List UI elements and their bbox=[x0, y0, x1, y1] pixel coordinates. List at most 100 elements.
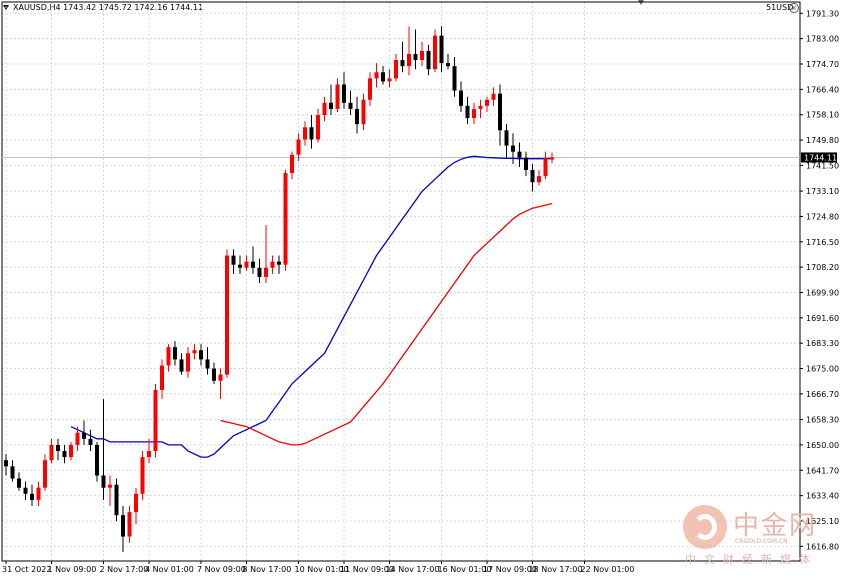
candle-body bbox=[368, 78, 372, 100]
x-tick-label: 14 Nov 17:00 bbox=[386, 565, 440, 574]
candle-body bbox=[30, 493, 34, 500]
candle-body bbox=[140, 457, 145, 494]
candle-body bbox=[550, 157, 554, 160]
y-tick-label: 1716.50 bbox=[806, 238, 839, 247]
candle-body bbox=[543, 157, 548, 177]
candle-body bbox=[335, 84, 340, 109]
current-price-label: 1744.11 bbox=[804, 153, 837, 162]
candle-body bbox=[322, 102, 327, 116]
candle-body bbox=[88, 438, 93, 445]
y-tick-label: 1691.60 bbox=[806, 314, 839, 323]
candle-body bbox=[400, 60, 405, 67]
candle-body bbox=[231, 255, 236, 265]
close-icon[interactable]: × bbox=[789, 3, 799, 13]
candle-body bbox=[465, 105, 470, 119]
candle-body bbox=[4, 460, 8, 467]
candle-body bbox=[361, 99, 366, 125]
candle-body bbox=[426, 50, 431, 70]
candle-body bbox=[147, 451, 151, 458]
x-tick-label: 31 Oct 2022 bbox=[2, 565, 51, 574]
y-tick-label: 1708.20 bbox=[806, 263, 839, 272]
candle-body bbox=[329, 102, 333, 109]
candle-body bbox=[225, 255, 229, 375]
candle-body bbox=[348, 102, 353, 109]
x-tick-label: 4 Nov 01:00 bbox=[145, 565, 194, 574]
candle-body bbox=[244, 261, 249, 268]
candle-body bbox=[114, 484, 119, 516]
y-tick-label: 1724.80 bbox=[806, 212, 839, 221]
candle-body bbox=[511, 145, 515, 152]
current-price-badge bbox=[801, 152, 837, 163]
y-tick-label: 1633.40 bbox=[806, 492, 839, 501]
y-tick-label: 1658.30 bbox=[806, 416, 839, 425]
candle-body bbox=[166, 347, 171, 366]
candle-body bbox=[472, 108, 476, 119]
x-tick-label: 22 Nov 01:00 bbox=[581, 565, 635, 574]
candle-body bbox=[374, 72, 379, 79]
candle-body bbox=[43, 460, 47, 488]
candle-body bbox=[387, 78, 392, 82]
candle-body bbox=[264, 267, 268, 277]
symbol-info-label: XAUUSD,H4 1743.42 1745.72 1742.16 1744.1… bbox=[13, 3, 204, 12]
series-ma-slow bbox=[220, 202, 553, 446]
candle-body bbox=[433, 35, 437, 70]
candle-body bbox=[75, 432, 80, 445]
watermark-subtitle: 中文财经新媒体 bbox=[685, 553, 818, 566]
candle-body bbox=[530, 170, 535, 183]
candle-body bbox=[524, 157, 528, 171]
candle-body bbox=[283, 173, 288, 265]
candle-body bbox=[407, 53, 411, 67]
candle-body bbox=[101, 475, 106, 488]
candle-body bbox=[23, 487, 28, 494]
candle-body bbox=[491, 93, 496, 100]
candle-body bbox=[199, 350, 203, 360]
candle-body bbox=[413, 53, 418, 61]
candle-body bbox=[218, 374, 223, 381]
x-tick-label: 7 Nov 09:00 bbox=[197, 565, 246, 574]
candle-body bbox=[108, 484, 112, 488]
x-tick-label: 18 Nov 17:00 bbox=[529, 565, 583, 574]
x-tick-label: 1 Nov 09:00 bbox=[48, 565, 97, 574]
candle-body bbox=[446, 63, 450, 67]
x-tick-label: 10 Nov 01:00 bbox=[295, 565, 349, 574]
watermark-title: 中金网 bbox=[733, 511, 818, 541]
watermark-url: CNGOLD.COM.CN bbox=[735, 538, 788, 545]
x-tick-label: 17 Nov 09:00 bbox=[483, 565, 537, 574]
candle-body bbox=[381, 72, 385, 82]
x-tick-label: 8 Nov 17:00 bbox=[243, 565, 292, 574]
series-ma-fast bbox=[70, 155, 552, 458]
candle-body bbox=[537, 176, 541, 183]
candle-body bbox=[452, 66, 457, 91]
candle-body bbox=[257, 267, 262, 277]
candle-body bbox=[205, 359, 210, 369]
candle-body bbox=[10, 466, 15, 479]
candle-body bbox=[95, 444, 99, 476]
y-tick-label: 1616.80 bbox=[806, 542, 839, 551]
candle-body bbox=[238, 264, 242, 268]
candle-body bbox=[517, 151, 522, 158]
candle-body bbox=[296, 139, 301, 155]
y-tick-label: 1650.00 bbox=[806, 441, 839, 450]
y-tick-label: 1791.30 bbox=[806, 9, 839, 18]
candle-body bbox=[36, 487, 41, 500]
candle-body bbox=[69, 444, 73, 458]
broker-label: 51USD bbox=[766, 3, 794, 12]
x-tick-label: 11 Nov 09:00 bbox=[340, 565, 394, 574]
candle-body bbox=[56, 444, 60, 452]
y-tick-label: 1683.30 bbox=[806, 339, 839, 348]
candle-body bbox=[459, 90, 463, 106]
candle-body bbox=[62, 451, 67, 458]
y-tick-label: 1758.10 bbox=[806, 111, 839, 120]
candle-body bbox=[82, 432, 86, 439]
candle-body bbox=[303, 127, 307, 140]
candle-body bbox=[49, 444, 54, 461]
watermark-logo-icon bbox=[683, 505, 727, 549]
candle-body bbox=[251, 261, 255, 268]
candle-body bbox=[498, 93, 502, 131]
candle-body bbox=[17, 478, 21, 488]
candle-body bbox=[290, 154, 294, 174]
y-tick-label: 1749.80 bbox=[806, 136, 839, 145]
y-tick-label: 1783.00 bbox=[806, 35, 839, 44]
y-tick-label: 1675.00 bbox=[806, 365, 839, 374]
